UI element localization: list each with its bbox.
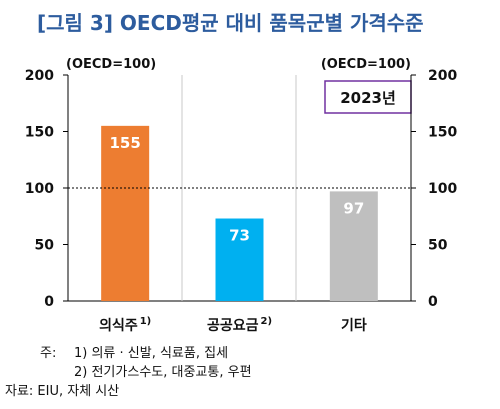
bar [101, 125, 150, 301]
y-tick-label-left: 150 [25, 125, 54, 141]
bar-value-label: 155 [110, 134, 141, 152]
y-tick-label-left: 200 [25, 68, 54, 84]
y-tick-label-left: 0 [44, 294, 54, 310]
bar [329, 191, 378, 301]
y-tick-label-right: 50 [428, 238, 448, 254]
y-tick-label-right: 150 [428, 125, 457, 141]
category-label: 기타 [341, 318, 367, 334]
y-tick-label-left: 50 [35, 238, 55, 254]
bar-value-label: 97 [343, 199, 364, 217]
y-tick-label-left: 100 [25, 181, 54, 197]
y-tick-label-right: 0 [428, 294, 438, 310]
left-unit-label: (OECD=100) [66, 57, 156, 72]
note-1: 1) 의류 · 신발, 식료품, 집세 [74, 346, 228, 361]
year-box [324, 80, 412, 114]
year-label: 2023년 [340, 89, 396, 107]
source-note: 자료: EIU, 자체 시산 [5, 384, 119, 399]
y-tick-label-right: 100 [428, 181, 457, 197]
note-prefix: 주: [40, 346, 56, 361]
right-unit-label: (OECD=100) [321, 57, 411, 72]
category-label: 공공요금 2) [207, 316, 272, 334]
y-tick-label-right: 200 [428, 68, 457, 84]
bar [215, 218, 264, 301]
category-label: 의식주 1) [99, 316, 151, 334]
bar-value-label: 73 [229, 227, 250, 245]
chart-title: [그림 3] OECD평균 대비 품목군별 가격수준 [37, 11, 424, 35]
note-2: 2) 전기가스수도, 대중교통, 우편 [74, 365, 252, 380]
